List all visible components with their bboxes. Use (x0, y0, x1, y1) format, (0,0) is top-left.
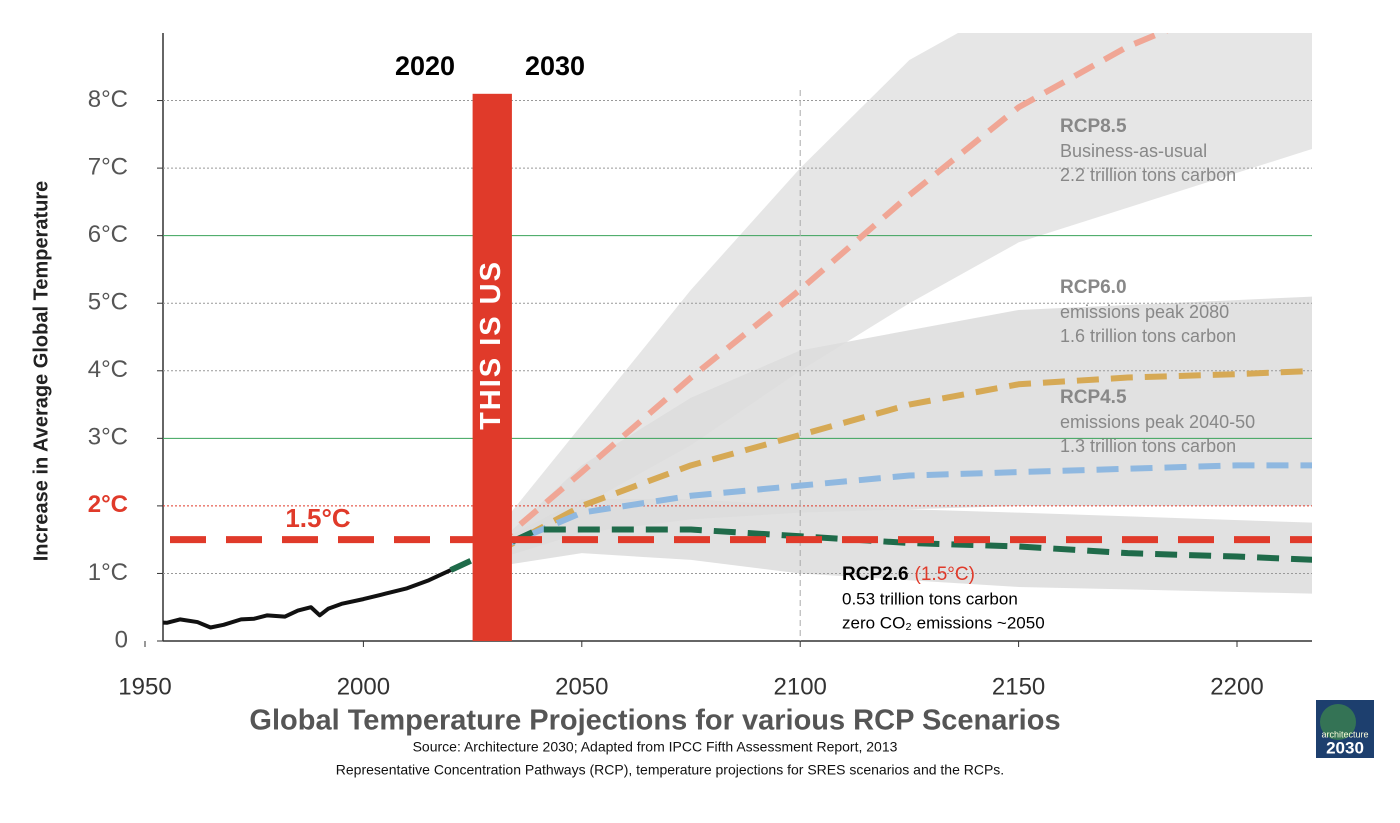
y-tick-label: 5°C (88, 289, 128, 316)
x-tick-label: 2100 (774, 673, 827, 700)
highlight-label: 2020 (395, 51, 455, 81)
logo-text: architecture (1321, 729, 1368, 739)
y-axis-label: Increase in Average Global Temperature (30, 181, 52, 562)
scenario-description: zero CO₂ emissions ~2050 (842, 613, 1045, 632)
scenario-name: RCP8.5 (1060, 116, 1127, 137)
scenario-description: 2.2 trillion tons carbon (1060, 165, 1236, 185)
scenario-line (492, 33, 1169, 549)
scenario-name-text: RCP2.6 (842, 564, 909, 585)
x-tick-label: 2200 (1210, 673, 1263, 700)
scenario-name-text: RCP6.0 (1060, 277, 1127, 298)
logo-globe (1320, 704, 1356, 740)
scenario-description: emissions peak 2040-50 (1060, 412, 1255, 432)
scenario-line (493, 462, 1312, 553)
x-tick-label: 1950 (118, 673, 171, 700)
uncertainty-band (494, 499, 1312, 594)
y-tick-label: 7°C (88, 153, 128, 180)
logo-text: 2030 (1326, 738, 1364, 757)
source-line: Source: Architecture 2030; Adapted from … (413, 739, 898, 755)
y-tick-label: 6°C (88, 221, 128, 248)
x-tick-label: 2150 (992, 673, 1045, 700)
y-tick-label: 0 (115, 626, 128, 653)
source-line: Representative Concentration Pathways (R… (336, 762, 1004, 778)
scenario-description: 0.53 trillion tons carbon (842, 589, 1018, 608)
chart-title: Global Temperature Projections for vario… (249, 705, 1060, 737)
grid: 0 1°C 2°C 3°C 4°C 5°C 6°C 7°C 8°C 1950 2000 2050 210… (88, 33, 1312, 700)
y-tick-label: 2°C (88, 491, 128, 518)
x-tick-label: 2000 (337, 673, 390, 700)
y-tick-label: 4°C (88, 356, 128, 383)
y-tick-label: 3°C (88, 424, 128, 451)
scenario-description: Business-as-usual (1060, 141, 1207, 161)
x-tick-label: 2050 (555, 673, 608, 700)
scenario-line (493, 367, 1312, 556)
scenario-description: 1.3 trillion tons carbon (1060, 436, 1236, 456)
overlay: 1.5°C THIS IS US 2020 2030 RCP8.5 Business-as… (170, 51, 1312, 642)
scenario-name: RCP2.6 (1.5°C) (842, 564, 975, 585)
scenario-name-text: RCP4.5 (1060, 387, 1127, 408)
historical-line (163, 568, 452, 630)
highlight-text: THIS IS US (475, 260, 507, 430)
scenario-note: (1.5°C) (915, 564, 975, 585)
scenario-description: emissions peak 2080 (1060, 302, 1229, 322)
scenario-name-text: RCP8.5 (1060, 116, 1127, 137)
highlight-bar (472, 93, 512, 642)
y-tick-label: 1°C (88, 559, 128, 586)
scenario-name: RCP4.5 (1060, 387, 1127, 408)
highlight-label: 2030 (525, 51, 585, 81)
scenario-name: RCP6.0 (1060, 277, 1127, 298)
scenario-description: 1.6 trillion tons carbon (1060, 326, 1236, 346)
reference-label: 1.5°C (285, 503, 351, 533)
y-tick-label: 8°C (88, 86, 128, 113)
